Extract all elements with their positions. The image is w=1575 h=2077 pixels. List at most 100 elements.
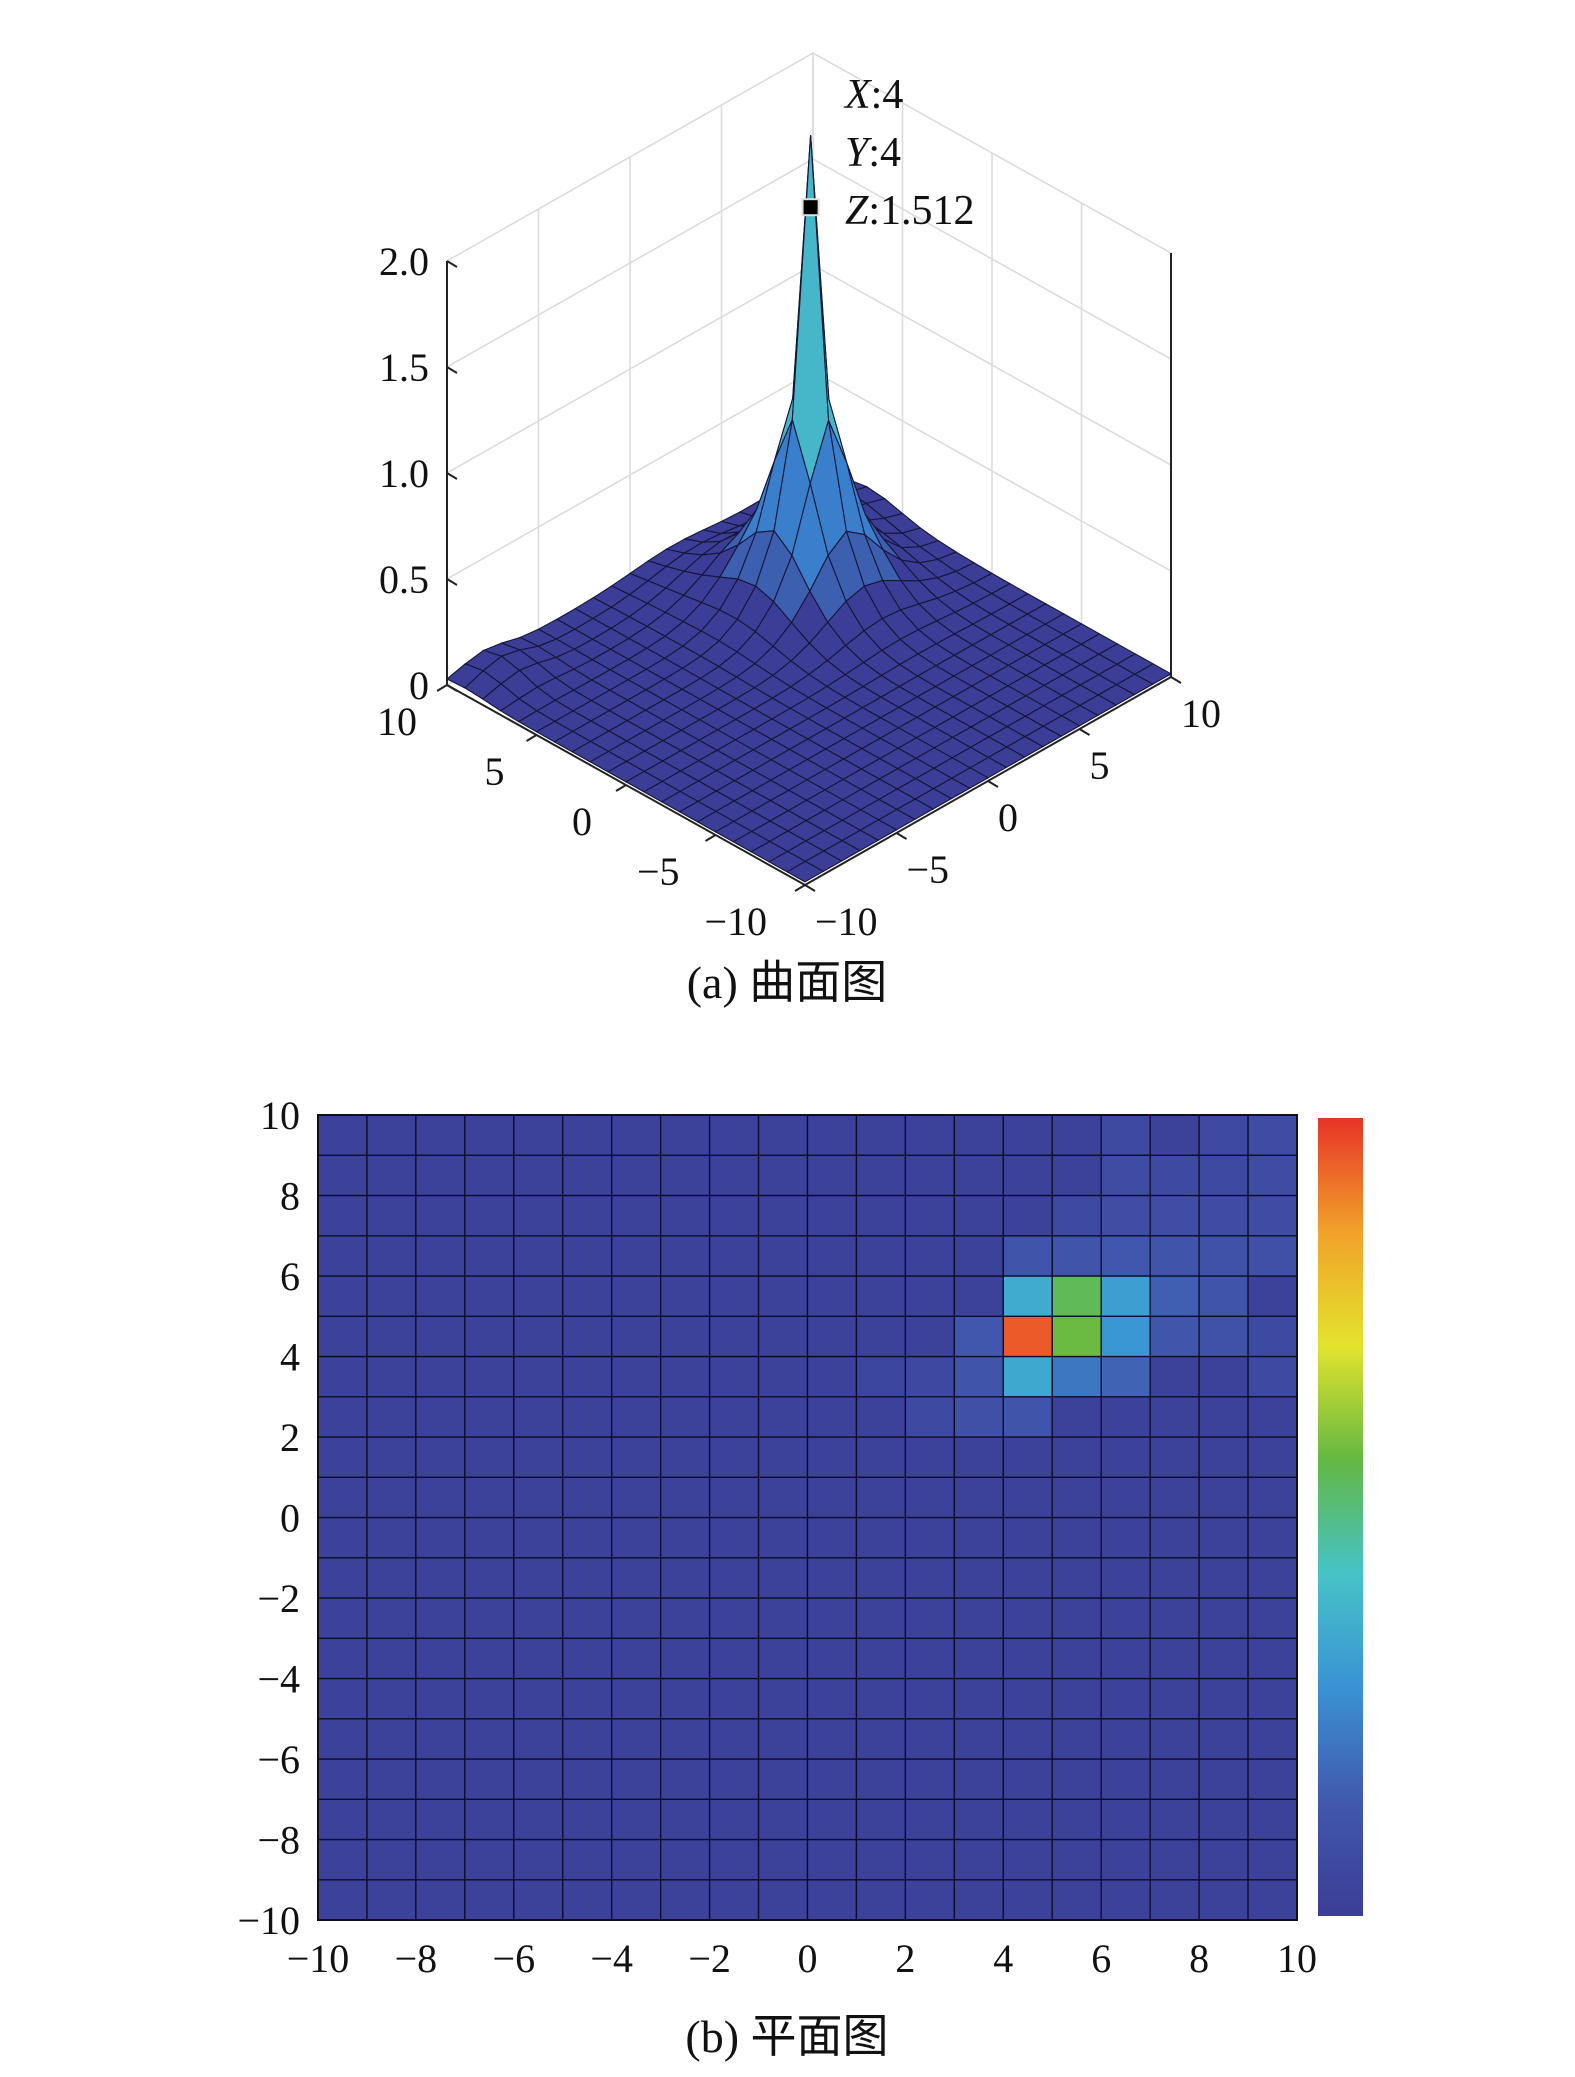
heatmap-cell [464, 1154, 515, 1197]
heatmap-cell [1247, 1516, 1298, 1559]
heatmap-cell [1100, 1154, 1151, 1197]
heatmap-x-tick-label: 8 [1189, 1936, 1209, 1981]
heatmap-cell [1002, 1275, 1053, 1317]
heatmap-cell [806, 1476, 858, 1519]
heatmap-cell [855, 1235, 907, 1277]
heatmap-cell [415, 1355, 466, 1398]
heatmap-cell [757, 1154, 809, 1197]
heatmap-cell [1100, 1597, 1151, 1639]
heatmap-cell [1198, 1557, 1249, 1599]
heatmap-cell [855, 1436, 907, 1478]
heatmap-cell [513, 1355, 564, 1398]
heatmap-cell [366, 1758, 417, 1800]
heatmap-cell [904, 1235, 956, 1277]
heatmap-cell [660, 1838, 711, 1881]
heatmap-cell [757, 1436, 809, 1478]
heatmap-cell [1100, 1798, 1151, 1841]
heatmap-cell [904, 1315, 956, 1358]
heatmap-cell [611, 1557, 662, 1599]
heatmap-cell [1247, 1677, 1298, 1720]
heatmap-cell [1100, 1637, 1151, 1680]
heatmap-cell [366, 1154, 417, 1197]
heatmap-cell [562, 1114, 613, 1156]
heatmap-cell [953, 1798, 1004, 1841]
heatmap-x-tick-label: 0 [798, 1936, 818, 1981]
heatmap-cell [415, 1637, 466, 1680]
heatmap-cell [1149, 1476, 1200, 1519]
heatmap-cell [904, 1597, 956, 1639]
heatmap-x-tick-label: −4 [590, 1936, 633, 1981]
z-tick [446, 260, 458, 268]
heatmap-cell [757, 1677, 809, 1720]
y-tick-label: 5 [1090, 743, 1110, 788]
heatmap-cell [1002, 1677, 1053, 1720]
heatmap-cell [904, 1436, 956, 1478]
heatmap-cell [806, 1355, 858, 1398]
heatmap-cell [1051, 1396, 1102, 1438]
heatmap-cell [1051, 1516, 1102, 1559]
heatmap-cell [464, 1677, 515, 1720]
heatmap-cell [513, 1718, 564, 1760]
heatmap-cell [855, 1396, 907, 1438]
heatmap-cell [806, 1114, 858, 1156]
heatmap-cell [855, 1194, 907, 1237]
heatmap-cell [1051, 1315, 1102, 1358]
heatmap-cell [366, 1315, 417, 1358]
x-tick-label: 10 [377, 699, 417, 744]
heatmap-cell [806, 1194, 858, 1237]
heatmap-cell [708, 1798, 760, 1841]
heatmap-cell [562, 1315, 613, 1358]
heatmap-cell [1149, 1758, 1200, 1800]
heatmap-cell [1100, 1396, 1151, 1438]
heatmap-cell [953, 1154, 1004, 1197]
heatmap-y-tick-label: −2 [257, 1576, 300, 1621]
heatmap-cell [806, 1838, 858, 1881]
heatmap-cell [1247, 1557, 1298, 1599]
datatip-x: X:4 [843, 72, 903, 118]
colorbar [1318, 1118, 1363, 1916]
heatmap-cell [1149, 1677, 1200, 1720]
surface-tick-labels: 0 0.5 1.0 1.5 2.0 10 5 0 −5 −10 −10 −5 0 5 10 [377, 239, 1221, 944]
heatmap-cell [317, 1396, 368, 1438]
heatmap-cell [366, 1798, 417, 1841]
heatmap-y-tick-label: −10 [237, 1898, 300, 1943]
heatmap-cell [1198, 1597, 1249, 1639]
heatmap-cell [1247, 1758, 1298, 1800]
heatmap-cell [1051, 1114, 1102, 1156]
heatmap-cell [953, 1396, 1004, 1438]
heatmap-cell [708, 1718, 760, 1760]
heatmap-cell [513, 1194, 564, 1237]
heatmap-cell [1100, 1235, 1151, 1277]
heatmap-cell [415, 1396, 466, 1438]
heatmap-cell [1198, 1436, 1249, 1478]
heatmap-cell [611, 1436, 662, 1478]
heatmap-cell [953, 1315, 1004, 1358]
heatmap-cell [904, 1355, 956, 1398]
heatmap-cell [904, 1516, 956, 1559]
heatmap-cell [1100, 1275, 1151, 1317]
heatmap-cell [366, 1516, 417, 1559]
z-tick [446, 578, 458, 586]
heatmap-cell [317, 1758, 368, 1800]
heatmap-cell [708, 1315, 760, 1358]
heatmap-cell [464, 1798, 515, 1841]
heatmap-cell [1002, 1516, 1053, 1559]
heatmap-cell [660, 1315, 711, 1358]
heatmap-y-tick-label: 2 [280, 1415, 300, 1460]
heatmap-cell [464, 1557, 515, 1599]
heatmap-cell [611, 1235, 662, 1277]
heatmap-cell [708, 1879, 760, 1921]
heatmap-cell [611, 1879, 662, 1921]
heatmap-cell [464, 1114, 515, 1156]
heatmap-cell [1198, 1838, 1249, 1881]
y-tick-label: −10 [815, 899, 878, 944]
heatmap-x-tick-label: 10 [1277, 1936, 1317, 1981]
heatmap-cell [415, 1315, 466, 1358]
heatmap-cell [1051, 1879, 1102, 1921]
heatmap-y-tick-label: 0 [280, 1496, 300, 1541]
z-tick [446, 472, 458, 480]
heatmap-cell [611, 1275, 662, 1317]
heatmap-cell [1198, 1235, 1249, 1277]
heatmap-cell [855, 1557, 907, 1599]
